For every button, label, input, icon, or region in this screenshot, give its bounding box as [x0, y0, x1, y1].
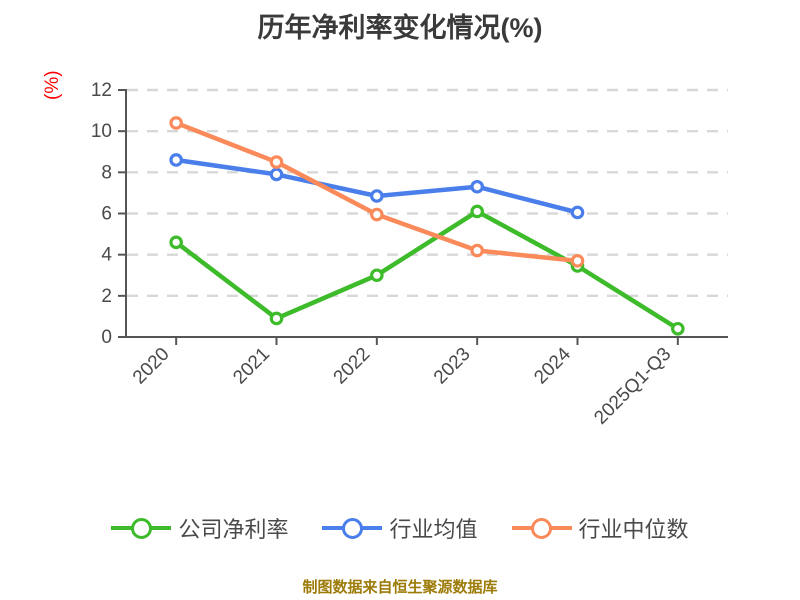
x-tick-label: 2023 [430, 344, 475, 389]
x-tick-label: 2022 [330, 344, 375, 389]
x-tick-label: 2021 [229, 344, 274, 389]
y-tick-label: 6 [101, 204, 112, 225]
data-point-marker[interactable] [370, 189, 384, 203]
data-point-marker[interactable] [470, 204, 484, 219]
x-tick-label: 2024 [530, 343, 575, 388]
legend-marker-icon [511, 515, 572, 541]
legend-label: 行业均值 [389, 517, 478, 542]
series-line [173, 157, 580, 215]
data-point-marker[interactable] [370, 207, 384, 222]
y-tick-group: 0 2 4 6 8 10 12 [91, 80, 126, 348]
data-point-marker[interactable] [671, 321, 685, 336]
gridlines-group [127, 88, 728, 298]
data-point-marker[interactable] [470, 179, 484, 194]
data-point-marker[interactable] [470, 243, 484, 258]
legend-dot-icon [341, 517, 363, 539]
legend: 公司净利率 行业均值 行业中位数 [0, 512, 800, 544]
legend-dot-icon [531, 517, 552, 539]
data-point-marker[interactable] [269, 167, 284, 182]
source-note: 制图数据来自恒生聚源数据库 [302, 579, 498, 596]
data-point-marker[interactable] [570, 205, 585, 220]
legend-label: 公司净利率 [178, 517, 289, 542]
x-tick-label: 2020 [129, 344, 174, 389]
data-point-marker[interactable] [169, 153, 183, 167]
legend-marker-icon [322, 515, 383, 541]
legend-item[interactable]: 行业均值 [322, 512, 478, 544]
data-point-marker[interactable] [169, 235, 183, 250]
x-tick-label: 2025Q1-Q3 [590, 344, 675, 429]
legend-dot-icon [130, 517, 152, 539]
y-tick-label: 8 [101, 162, 112, 183]
legend-item[interactable]: 公司净利率 [111, 512, 288, 544]
series-line [173, 209, 681, 332]
plot-area: 0 2 4 6 8 10 12 2020 2021 2022 2023 2024 2025Q1-Q3 [91, 80, 728, 429]
y-tick-label: 0 [101, 327, 112, 348]
chart-title: 历年净利率变化情况(%) [257, 13, 543, 43]
data-point-marker[interactable] [269, 155, 284, 169]
x-tick-group: 2020 2021 2022 2023 2024 2025Q1-Q3 [129, 337, 679, 429]
y-tick-label: 10 [91, 121, 112, 142]
data-point-marker[interactable] [370, 268, 384, 283]
legend-label: 行业中位数 [578, 517, 689, 542]
legend-marker-icon [111, 515, 172, 541]
data-point-marker[interactable] [570, 254, 585, 268]
y-tick-label: 4 [101, 245, 112, 266]
series-lines-group [173, 120, 681, 332]
y-tick-label: 2 [101, 286, 112, 307]
data-point-marker[interactable] [169, 116, 183, 130]
legend-item[interactable]: 行业中位数 [511, 512, 689, 544]
y-tick-label: 12 [91, 80, 112, 101]
data-point-marker[interactable] [269, 311, 284, 326]
series-markers-group [169, 116, 685, 336]
